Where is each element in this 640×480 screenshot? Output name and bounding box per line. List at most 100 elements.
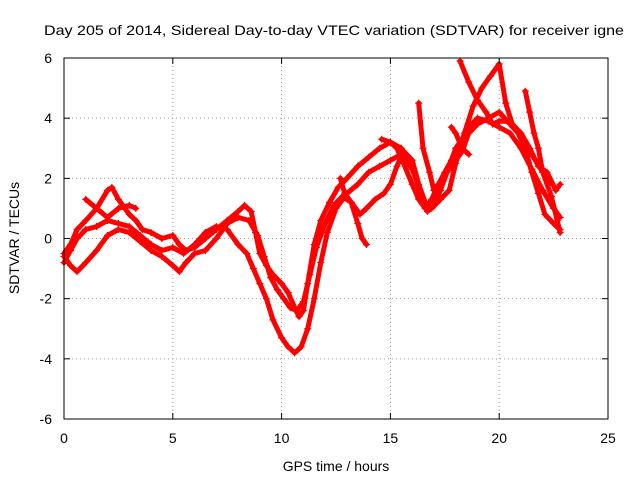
data-point [212, 222, 220, 230]
x-axis-label: GPS time / hours [283, 458, 390, 474]
data-point [104, 186, 112, 194]
data-point [534, 144, 542, 152]
y-axis-label: SDTVAR / TECUs [6, 182, 22, 294]
data-point [310, 295, 318, 303]
data-point [191, 250, 199, 258]
data-point [104, 231, 112, 239]
data-point [182, 259, 190, 267]
series-line [522, 88, 552, 187]
series-6 [378, 135, 414, 167]
data-point [180, 250, 188, 258]
data-point [132, 204, 140, 212]
data-point [323, 228, 331, 236]
data-point [245, 216, 253, 224]
y-tick-label: -6 [40, 411, 53, 427]
series-3 [60, 60, 564, 315]
y-tick-label: 4 [44, 110, 52, 126]
data-point [234, 213, 242, 221]
series-7 [415, 99, 438, 194]
data-point [443, 168, 451, 176]
data-point [82, 259, 90, 267]
data-point [169, 262, 177, 270]
data-point [191, 241, 199, 249]
data-point [545, 180, 553, 188]
data-point [175, 241, 183, 249]
data-point [530, 129, 538, 137]
data-point [526, 108, 534, 116]
data-point [371, 195, 379, 203]
data-point [291, 349, 299, 357]
data-point [82, 195, 90, 203]
data-point [354, 162, 362, 170]
data-point [430, 186, 438, 194]
data-point [362, 241, 370, 249]
data-series [60, 57, 564, 357]
data-point [365, 168, 373, 176]
data-point [256, 280, 264, 288]
data-point [495, 117, 503, 125]
data-point [495, 108, 503, 116]
data-point [502, 99, 510, 107]
data-point [73, 225, 81, 233]
y-tick-label: 0 [44, 231, 52, 247]
data-point [436, 195, 444, 203]
series-9 [521, 87, 553, 188]
data-point [458, 144, 466, 152]
data-point [175, 268, 183, 276]
data-point [473, 96, 481, 104]
data-point [114, 195, 122, 203]
data-point [299, 307, 307, 315]
data-point [317, 216, 325, 224]
data-point [547, 192, 555, 200]
data-point [365, 153, 373, 161]
series-line [61, 61, 563, 314]
x-tick-label: 10 [274, 430, 290, 446]
series-2 [60, 108, 564, 357]
data-point [249, 265, 257, 273]
data-point [93, 204, 101, 212]
data-point [415, 180, 423, 188]
data-point [489, 120, 497, 128]
data-point [521, 87, 529, 95]
data-point [486, 72, 494, 80]
data-point [147, 247, 155, 255]
data-point [386, 138, 394, 146]
series-line [379, 136, 413, 166]
data-point [104, 213, 112, 221]
data-point [125, 222, 133, 230]
data-point [234, 241, 242, 249]
data-point [539, 168, 547, 176]
data-point [169, 231, 177, 239]
data-point [465, 78, 473, 86]
series-10 [336, 174, 370, 249]
data-point [321, 219, 329, 227]
data-point [299, 298, 307, 306]
x-tick-label: 15 [383, 430, 399, 446]
series-line [448, 124, 472, 157]
data-point [456, 57, 464, 65]
data-point [284, 343, 292, 351]
series-line [416, 100, 437, 193]
data-point [241, 201, 249, 209]
data-point [280, 295, 288, 303]
data-point [223, 219, 231, 227]
data-point [541, 210, 549, 218]
data-point [426, 168, 434, 176]
data-point [550, 219, 558, 227]
data-point [132, 216, 140, 224]
data-point [158, 247, 166, 255]
data-point [147, 241, 155, 249]
data-point [67, 247, 75, 255]
data-point [362, 204, 370, 212]
data-point [278, 334, 286, 342]
data-point [136, 231, 144, 239]
data-point [376, 144, 384, 152]
data-point [136, 238, 144, 246]
data-point [378, 135, 386, 143]
series-line [457, 58, 563, 232]
data-point [234, 207, 242, 215]
data-point [158, 253, 166, 261]
data-point [415, 99, 423, 107]
data-point [436, 186, 444, 194]
